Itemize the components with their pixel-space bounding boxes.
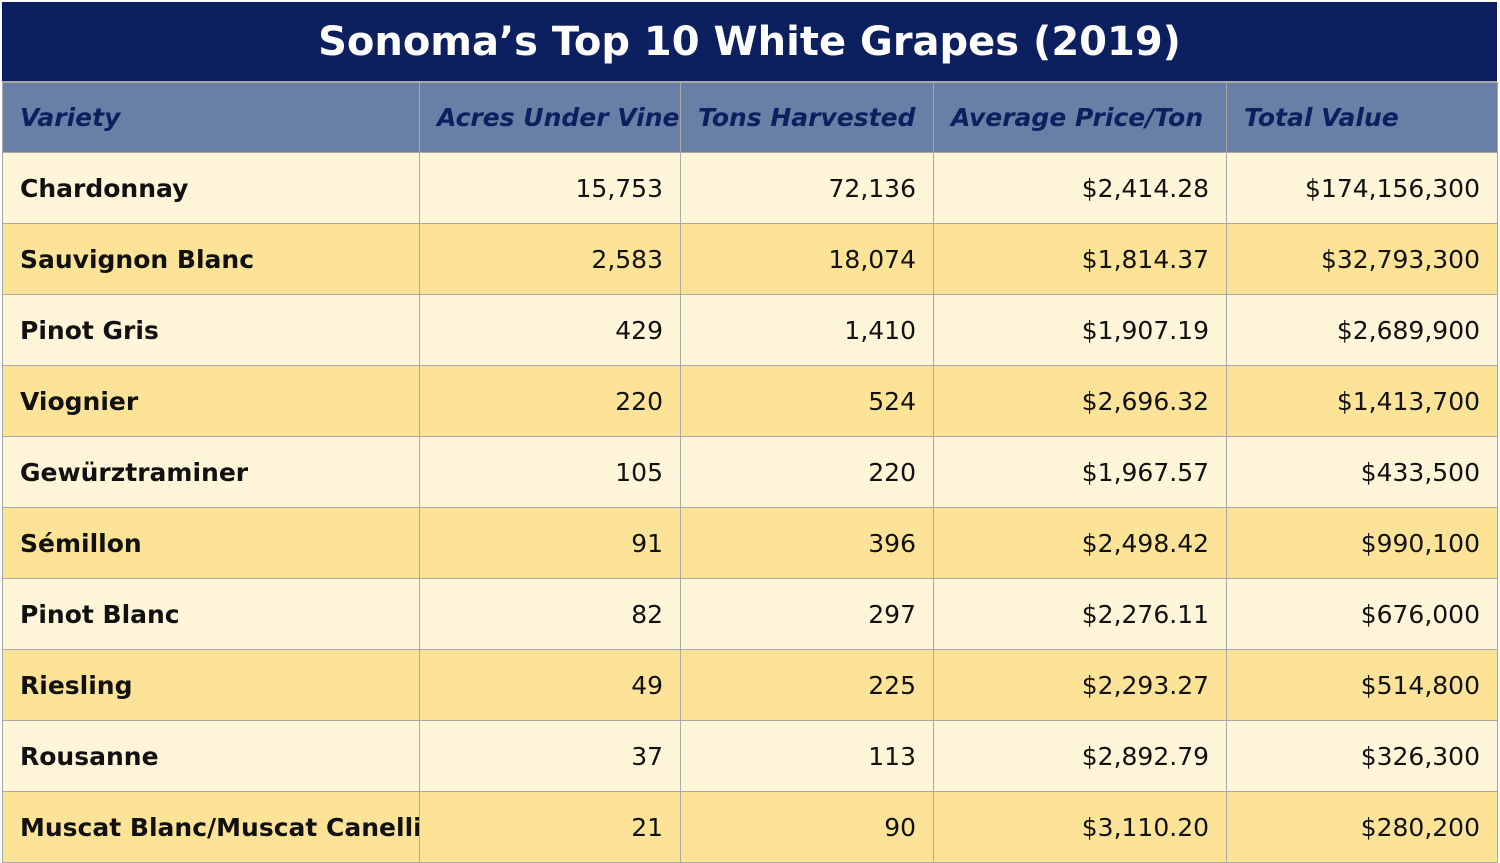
cell-tons: 225 [680, 649, 934, 721]
cell-acres: 15,753 [419, 152, 681, 224]
cell-acres: 91 [419, 507, 681, 579]
column-header-price: Average Price/Ton [933, 82, 1227, 153]
table-row: Pinot Gris 429 1,410 $1,907.19 $2,689,900 [2, 294, 1498, 366]
cell-variety: Rousanne [2, 720, 420, 792]
cell-price: $2,696.32 [933, 365, 1227, 437]
cell-total: $990,100 [1226, 507, 1498, 579]
table-title: Sonoma’s Top 10 White Grapes (2019) [318, 18, 1181, 65]
cell-tons: 220 [680, 436, 934, 508]
cell-acres: 429 [419, 294, 681, 366]
cell-price: $1,967.57 [933, 436, 1227, 508]
cell-price: $2,892.79 [933, 720, 1227, 792]
cell-acres: 220 [419, 365, 681, 437]
cell-price: $2,293.27 [933, 649, 1227, 721]
cell-tons: 297 [680, 578, 934, 650]
cell-total: $1,413,700 [1226, 365, 1498, 437]
cell-total: $326,300 [1226, 720, 1498, 792]
cell-acres: 37 [419, 720, 681, 792]
cell-acres: 2,583 [419, 223, 681, 295]
cell-price: $2,498.42 [933, 507, 1227, 579]
cell-price: $3,110.20 [933, 791, 1227, 863]
cell-tons: 1,410 [680, 294, 934, 366]
column-header-total: Total Value [1226, 82, 1498, 153]
cell-variety: Sauvignon Blanc [2, 223, 420, 295]
cell-total: $174,156,300 [1226, 152, 1498, 224]
cell-price: $2,414.28 [933, 152, 1227, 224]
grape-data-table: Variety Acres Under Vine Tons Harvested … [2, 82, 1498, 863]
cell-acres: 82 [419, 578, 681, 650]
cell-total: $676,000 [1226, 578, 1498, 650]
table-row: Gewürztraminer 105 220 $1,967.57 $433,500 [2, 436, 1498, 508]
column-header-tons: Tons Harvested [680, 82, 934, 153]
table-row: Sémillon 91 396 $2,498.42 $990,100 [2, 507, 1498, 579]
header-row: Variety Acres Under Vine Tons Harvested … [2, 82, 1498, 153]
cell-tons: 72,136 [680, 152, 934, 224]
cell-variety: Gewürztraminer [2, 436, 420, 508]
table-row: Muscat Blanc/Muscat Canelli 21 90 $3,110.20… [2, 791, 1498, 863]
cell-variety: Chardonnay [2, 152, 420, 224]
cell-acres: 21 [419, 791, 681, 863]
cell-variety: Riesling [2, 649, 420, 721]
cell-tons: 113 [680, 720, 934, 792]
cell-total: $280,200 [1226, 791, 1498, 863]
cell-tons: 18,074 [680, 223, 934, 295]
cell-variety: Viognier [2, 365, 420, 437]
table-row: Rousanne 37 113 $2,892.79 $326,300 [2, 720, 1498, 792]
table-row: Pinot Blanc 82 297 $2,276.11 $676,000 [2, 578, 1498, 650]
table-row: Sauvignon Blanc 2,583 18,074 $1,814.37 $32,7… [2, 223, 1498, 295]
cell-tons: 90 [680, 791, 934, 863]
cell-total: $2,689,900 [1226, 294, 1498, 366]
table-row: Riesling 49 225 $2,293.27 $514,800 [2, 649, 1498, 721]
table-row: Viognier 220 524 $2,696.32 $1,413,700 [2, 365, 1498, 437]
cell-total: $32,793,300 [1226, 223, 1498, 295]
table-title-bar: Sonoma’s Top 10 White Grapes (2019) [2, 2, 1497, 81]
cell-variety: Muscat Blanc/Muscat Canelli [2, 791, 420, 863]
cell-acres: 105 [419, 436, 681, 508]
cell-price: $2,276.11 [933, 578, 1227, 650]
cell-variety: Sémillon [2, 507, 420, 579]
cell-variety: Pinot Blanc [2, 578, 420, 650]
cell-tons: 524 [680, 365, 934, 437]
cell-total: $433,500 [1226, 436, 1498, 508]
cell-tons: 396 [680, 507, 934, 579]
cell-price: $1,907.19 [933, 294, 1227, 366]
cell-price: $1,814.37 [933, 223, 1227, 295]
table-row: Chardonnay 15,753 72,136 $2,414.28 $174,156,… [2, 152, 1498, 224]
column-header-variety: Variety [2, 82, 420, 153]
cell-total: $514,800 [1226, 649, 1498, 721]
cell-variety: Pinot Gris [2, 294, 420, 366]
table-body: Chardonnay 15,753 72,136 $2,414.28 $174,156,… [2, 152, 1498, 863]
cell-acres: 49 [419, 649, 681, 721]
column-header-acres: Acres Under Vine [419, 82, 681, 153]
